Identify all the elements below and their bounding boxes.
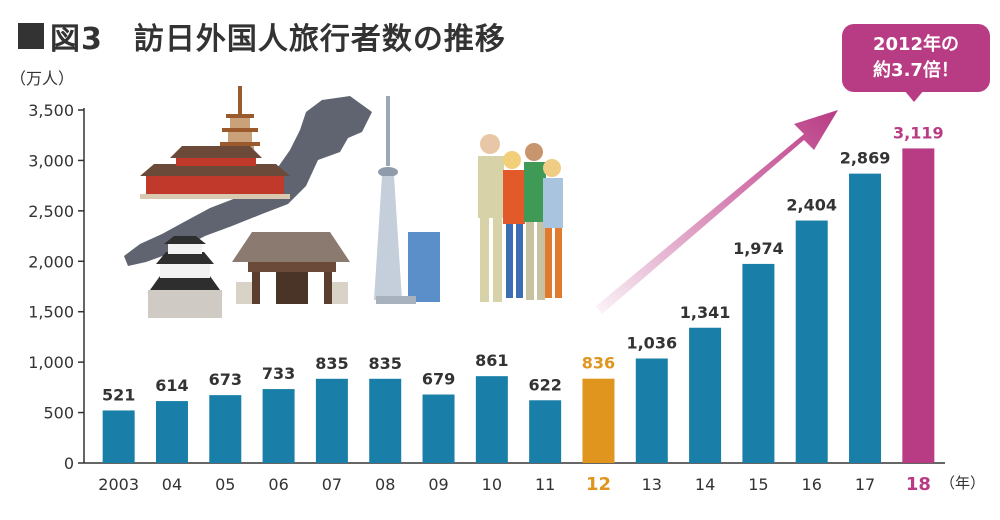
chart-title: 図3 訪日外国人旅行者数の推移 bbox=[18, 14, 506, 58]
y-tick-label: 1,000 bbox=[28, 353, 74, 372]
bar-12 bbox=[582, 378, 615, 463]
y-tick-label: 0 bbox=[64, 454, 74, 473]
bar-2003 bbox=[102, 410, 135, 463]
x-tick-label-05: 05 bbox=[215, 475, 235, 494]
value-label-2003: 521 bbox=[102, 385, 135, 404]
value-label-08: 835 bbox=[369, 354, 402, 373]
x-tick-label-18: 18 bbox=[906, 474, 931, 495]
bar-07 bbox=[315, 378, 348, 463]
y-axis-ticks: 0 500 1,000 1,500 2,000 2,500 3,000 3,500 bbox=[28, 101, 84, 473]
japan-map-icon bbox=[124, 96, 372, 266]
y-tick-label: 1,500 bbox=[28, 303, 74, 322]
x-tick-label-14: 14 bbox=[695, 475, 715, 494]
value-label-09: 679 bbox=[422, 370, 455, 389]
x-tick-label-06: 06 bbox=[268, 475, 288, 494]
tourism-illustration bbox=[124, 86, 563, 318]
value-label-10: 861 bbox=[475, 351, 508, 370]
value-label-04: 614 bbox=[155, 376, 188, 395]
value-label-12: 836 bbox=[582, 354, 615, 373]
y-tick-label: 2,500 bbox=[28, 202, 74, 221]
value-label-17: 2,869 bbox=[840, 149, 891, 168]
trend-arrow-icon bbox=[596, 110, 838, 314]
y-tick-label: 500 bbox=[43, 404, 74, 423]
bar-06 bbox=[262, 389, 295, 463]
bar-05 bbox=[209, 395, 242, 463]
x-tick-label-10: 10 bbox=[482, 475, 502, 494]
value-label-13: 1,036 bbox=[626, 334, 677, 353]
bar-11 bbox=[529, 400, 562, 463]
value-label-06: 733 bbox=[262, 364, 295, 383]
callout-box: 2012年の 約3.7倍！ bbox=[842, 24, 990, 92]
x-tick-label-09: 09 bbox=[428, 475, 448, 494]
gate-icon bbox=[232, 232, 350, 304]
value-label-05: 673 bbox=[209, 370, 242, 389]
value-label-14: 1,341 bbox=[680, 303, 731, 322]
value-label-18: 3,119 bbox=[893, 123, 944, 142]
bar-18 bbox=[902, 148, 935, 463]
title-text: 図3 訪日外国人旅行者数の推移 bbox=[50, 22, 506, 57]
growth-callout: 2012年の 約3.7倍！ bbox=[842, 24, 990, 102]
y-tick-label: 3,500 bbox=[28, 101, 74, 120]
bar-series bbox=[102, 148, 935, 463]
x-tick-label-15: 15 bbox=[748, 475, 768, 494]
title-square-marker bbox=[18, 23, 44, 49]
callout-line1: 2012年の bbox=[872, 34, 960, 55]
y-axis-label: （万人） bbox=[10, 69, 74, 88]
bar-17 bbox=[849, 173, 882, 463]
bar-14 bbox=[689, 327, 722, 463]
value-label-07: 835 bbox=[315, 354, 348, 373]
x-tick-label-04: 04 bbox=[162, 475, 182, 494]
x-tick-label-17: 17 bbox=[855, 475, 875, 494]
x-tick-label-11: 11 bbox=[535, 475, 555, 494]
bar-08 bbox=[369, 378, 402, 463]
value-label-16: 2,404 bbox=[786, 196, 837, 215]
tourists-icon bbox=[478, 134, 563, 302]
temple-icon bbox=[140, 146, 290, 199]
x-tick-label-13: 13 bbox=[642, 475, 662, 494]
value-label-15: 1,974 bbox=[733, 239, 784, 258]
x-tick-label-2003: 2003 bbox=[98, 475, 139, 494]
bar-15 bbox=[742, 263, 775, 463]
callout-line2: 約3.7倍！ bbox=[873, 60, 959, 81]
bar-10 bbox=[475, 376, 508, 463]
castle-icon bbox=[148, 236, 222, 318]
value-labels: 521 614 673 733 835 835 679 861 622 836 1,0361,341… bbox=[102, 123, 944, 404]
x-tick-label-08: 08 bbox=[375, 475, 395, 494]
value-label-11: 622 bbox=[528, 375, 561, 394]
bar-04 bbox=[155, 401, 188, 463]
y-tick-label: 3,000 bbox=[28, 151, 74, 170]
x-tick-label-16: 16 bbox=[802, 475, 822, 494]
tower-icon bbox=[374, 96, 440, 304]
bar-09 bbox=[422, 394, 455, 463]
x-tick-label-07: 07 bbox=[322, 475, 342, 494]
callout-tail bbox=[904, 90, 924, 102]
bar-13 bbox=[635, 358, 668, 463]
x-axis-ticks: 2003 04 05 06 07 08 09 10 11 12 13 14 15 16 17 18 bbox=[98, 474, 931, 495]
y-tick-label: 2,000 bbox=[28, 252, 74, 271]
bar-16 bbox=[795, 220, 828, 463]
x-axis-label: （年） bbox=[940, 474, 985, 492]
x-tick-label-12: 12 bbox=[586, 474, 611, 495]
